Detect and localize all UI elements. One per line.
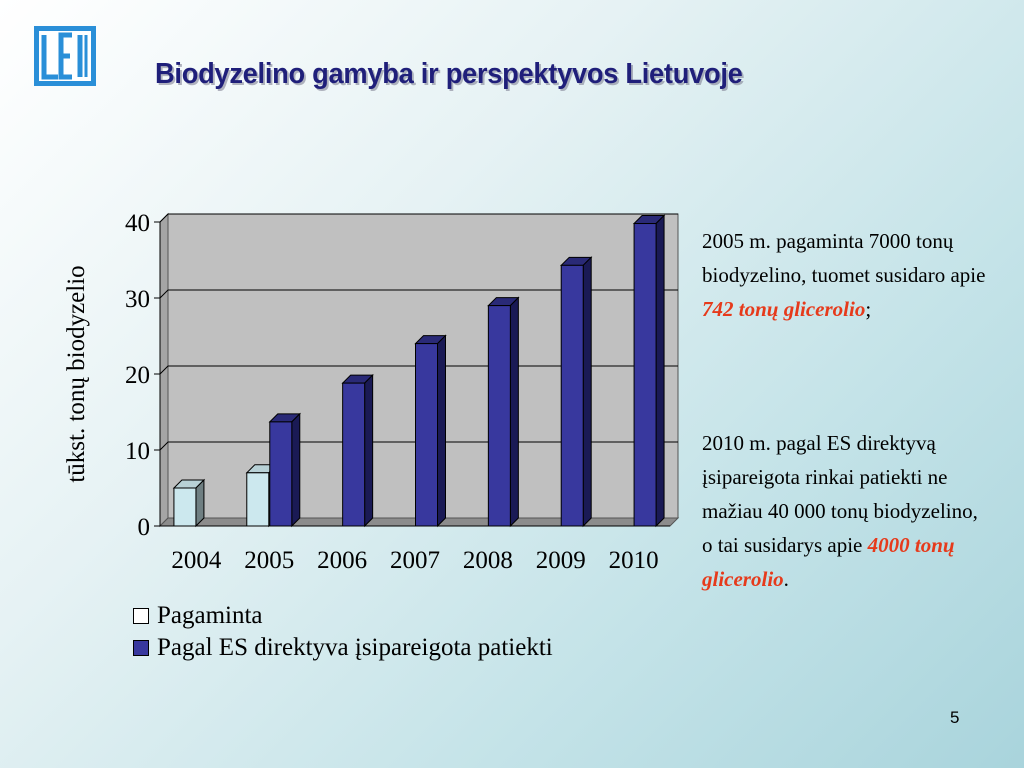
y-tick-label: 20 bbox=[125, 362, 150, 389]
x-tick-label: 2007 bbox=[390, 547, 440, 574]
y-tick-label: 0 bbox=[138, 514, 151, 541]
note-2010-text: 2010 m. pagal ES direktyvą įsipareigota … bbox=[702, 431, 978, 557]
bar-required bbox=[342, 382, 366, 527]
bar-required bbox=[487, 305, 511, 527]
note-2005-text: 2005 m. pagaminta 7000 tonų biodyzelino,… bbox=[702, 229, 986, 287]
bar-produced bbox=[173, 487, 197, 527]
bar-required-side bbox=[655, 214, 665, 528]
x-tick-label: 2010 bbox=[609, 547, 659, 574]
x-tick-label: 2008 bbox=[463, 547, 513, 574]
bar-required bbox=[633, 223, 657, 527]
legend-label-produced: Pagaminta bbox=[157, 602, 263, 629]
note-2010: 2010 m. pagal ES direktyvą įsipareigota … bbox=[702, 426, 992, 596]
x-tick-label: 2006 bbox=[317, 547, 367, 574]
note-2010-highlight: 4000 tonų glicerolio bbox=[702, 533, 955, 591]
legend-swatch-produced bbox=[133, 608, 149, 624]
note-2005: 2005 m. pagaminta 7000 tonų biodyzelino,… bbox=[702, 224, 992, 326]
bar-required-side bbox=[291, 412, 301, 528]
y-tick-label: 30 bbox=[125, 286, 150, 313]
y-axis-label: tūkst. tonų biodyzelio bbox=[63, 265, 90, 482]
note-2010-suffix: . bbox=[783, 567, 789, 591]
gridline bbox=[159, 213, 678, 223]
y-tick-label: 10 bbox=[125, 438, 150, 465]
bar-required bbox=[560, 264, 584, 527]
gridline bbox=[159, 289, 678, 299]
legend-item-required: Pagal ES direktyva įsipareigota patiekti bbox=[133, 632, 553, 664]
bar-required bbox=[269, 421, 293, 527]
x-tick-label: 2004 bbox=[171, 547, 222, 574]
lei-logo bbox=[34, 26, 96, 86]
bar-required bbox=[415, 343, 438, 527]
bar-produced bbox=[246, 472, 270, 527]
note-2005-highlight: 742 tonų glicerolio bbox=[702, 297, 866, 321]
bar-produced-side bbox=[195, 478, 205, 528]
legend-item-produced: Pagaminta bbox=[133, 600, 553, 632]
legend-swatch-required bbox=[133, 640, 149, 656]
x-tick-label: 2005 bbox=[244, 547, 294, 574]
legend-label-required: Pagal ES direktyva įsipareigota patiekti bbox=[157, 634, 553, 661]
chart-legend: Pagaminta Pagal ES direktyva įsipareigot… bbox=[133, 600, 553, 664]
bar-required-side bbox=[364, 373, 374, 528]
page-title: Biodyzelino gamyba ir perspektyvos Lietu… bbox=[155, 58, 743, 90]
x-tick-label: 2009 bbox=[536, 547, 586, 574]
bar-required-side bbox=[509, 296, 519, 528]
page-number: 5 bbox=[950, 708, 960, 727]
note-2005-suffix: ; bbox=[865, 297, 872, 321]
bar-required-side bbox=[582, 256, 592, 528]
bar-required-side bbox=[437, 334, 446, 528]
y-tick-label: 40 bbox=[125, 210, 150, 237]
